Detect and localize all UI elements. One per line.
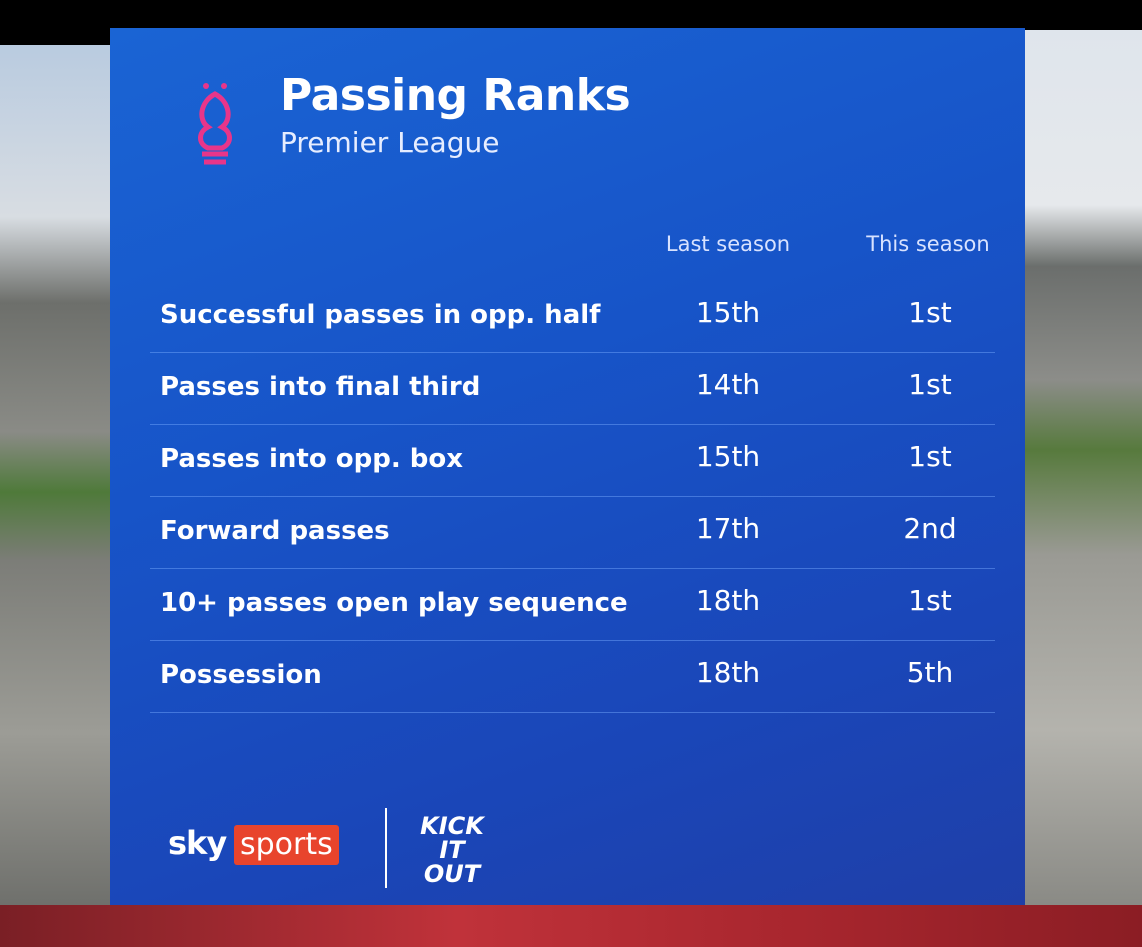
last-season-rank: 15th	[695, 296, 761, 329]
sky-logo: sky	[168, 824, 227, 862]
this-season-rank: 1st	[908, 584, 952, 617]
row-label: Successful passes in opp. half	[160, 300, 601, 330]
row-label: Passes into opp. box	[160, 444, 464, 474]
row-separator	[150, 640, 995, 641]
kick-it-out-logo: OUT	[423, 860, 481, 888]
last-season-rank: 15th	[695, 440, 761, 473]
column-header: This season	[866, 232, 990, 256]
this-season-rank: 1st	[908, 296, 952, 329]
studio-desk	[0, 905, 1142, 947]
graphic-panel	[110, 28, 1025, 905]
row-separator	[150, 496, 995, 497]
kick-it-out-logo: KICK	[420, 812, 484, 840]
last-season-rank: 18th	[695, 584, 761, 617]
this-season-rank: 5th	[906, 656, 954, 689]
sports-logo: sports	[234, 825, 339, 865]
club-crest	[198, 83, 232, 165]
row-label: 10+ passes open play sequence	[160, 588, 628, 618]
last-season-rank: 18th	[695, 656, 761, 689]
subtitle: Premier League	[280, 126, 500, 159]
this-season-rank: 1st	[908, 440, 952, 473]
row-separator	[150, 424, 995, 425]
this-season-rank: 2nd	[903, 512, 957, 545]
row-label: Possession	[160, 660, 322, 690]
stadium-right	[1020, 30, 1142, 905]
kick-it-out-logo: IT	[439, 836, 465, 864]
divider	[385, 808, 387, 888]
stadium-left	[0, 45, 130, 905]
row-separator	[150, 352, 995, 353]
row-label: Passes into final third	[160, 372, 481, 402]
last-season-rank: 17th	[695, 512, 761, 545]
row-separator	[150, 568, 995, 569]
row-separator	[150, 712, 995, 713]
this-season-rank: 1st	[908, 368, 952, 401]
row-label: Forward passes	[160, 516, 390, 546]
last-season-rank: 14th	[695, 368, 761, 401]
title: Passing Ranks	[280, 70, 631, 121]
column-header: Last season	[665, 232, 791, 256]
